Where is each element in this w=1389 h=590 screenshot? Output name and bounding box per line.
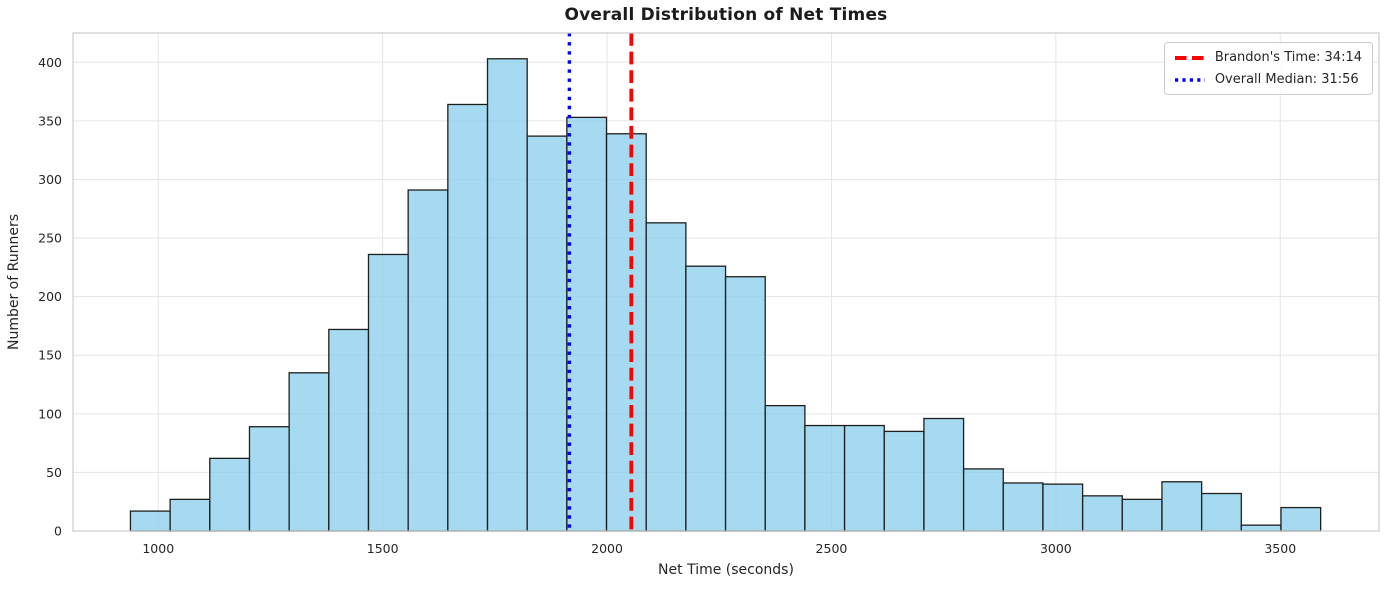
legend-entry-median: Overall Median: 31:56 bbox=[1173, 69, 1362, 90]
histogram-bar bbox=[1121, 498, 1163, 532]
histogram-bar bbox=[962, 468, 1004, 532]
histogram-bar bbox=[1280, 506, 1322, 532]
histogram-bar bbox=[1002, 482, 1044, 532]
histogram-bar bbox=[883, 430, 925, 532]
x-tick-label: 1000 bbox=[142, 541, 174, 556]
histogram-bar bbox=[724, 276, 766, 532]
y-tick-label: 0 bbox=[54, 524, 62, 539]
histogram-bar bbox=[804, 424, 846, 532]
histogram-bar bbox=[685, 265, 727, 532]
histogram-bar bbox=[328, 328, 370, 532]
legend-entry-brandon: Brandon's Time: 34:14 bbox=[1173, 47, 1362, 68]
histogram-bar bbox=[645, 222, 687, 532]
y-tick-label: 50 bbox=[46, 465, 62, 480]
histogram-bar bbox=[923, 417, 965, 532]
y-tick-label: 250 bbox=[38, 231, 62, 246]
blue-dotted-line-swatch bbox=[1174, 77, 1205, 82]
histogram-bar bbox=[367, 253, 409, 532]
histogram-bar bbox=[1200, 492, 1242, 532]
red-dashed-line-swatch bbox=[1174, 55, 1205, 60]
histogram-bar bbox=[1161, 481, 1203, 532]
y-tick-label: 400 bbox=[38, 55, 62, 70]
histogram-bar bbox=[447, 103, 489, 532]
x-tick-label: 3500 bbox=[1264, 541, 1296, 556]
histogram-bar bbox=[407, 189, 449, 532]
legend: Brandon's Time: 34:14 Overall Median: 31… bbox=[1163, 42, 1373, 95]
y-tick-label: 350 bbox=[38, 113, 62, 128]
histogram-bar bbox=[288, 372, 330, 532]
y-tick-label: 200 bbox=[38, 289, 62, 304]
y-tick-label: 100 bbox=[38, 406, 62, 421]
x-tick-label: 3000 bbox=[1040, 541, 1072, 556]
histogram-bar bbox=[486, 58, 528, 532]
legend-label-brandon: Brandon's Time: 34:14 bbox=[1214, 50, 1362, 65]
x-tick-label: 2000 bbox=[591, 541, 623, 556]
histogram-bar bbox=[843, 424, 885, 532]
x-tick-label: 1500 bbox=[367, 541, 399, 556]
chart-title: Overall Distribution of Net Times bbox=[564, 5, 888, 25]
histogram-bar bbox=[1042, 483, 1084, 532]
legend-label-median: Overall Median: 31:56 bbox=[1214, 72, 1359, 87]
y-tick-label: 300 bbox=[38, 172, 62, 187]
histogram-bar bbox=[605, 133, 647, 532]
histogram-bar bbox=[526, 135, 568, 532]
histogram-bar bbox=[764, 404, 806, 532]
axes-spines bbox=[72, 32, 1380, 532]
histogram-bar bbox=[169, 498, 211, 532]
y-tick-label: 150 bbox=[38, 348, 62, 363]
histogram-bar bbox=[1240, 524, 1282, 532]
y-axis-label: Number of Runners bbox=[6, 214, 22, 351]
histogram-bar bbox=[248, 426, 290, 532]
x-tick-label: 2500 bbox=[816, 541, 848, 556]
histogram-bar bbox=[129, 510, 171, 532]
histogram-bar bbox=[209, 457, 251, 532]
histogram-bar bbox=[566, 116, 608, 532]
x-axis-label: Net Time (seconds) bbox=[658, 562, 794, 578]
histogram-bar bbox=[1081, 495, 1123, 532]
